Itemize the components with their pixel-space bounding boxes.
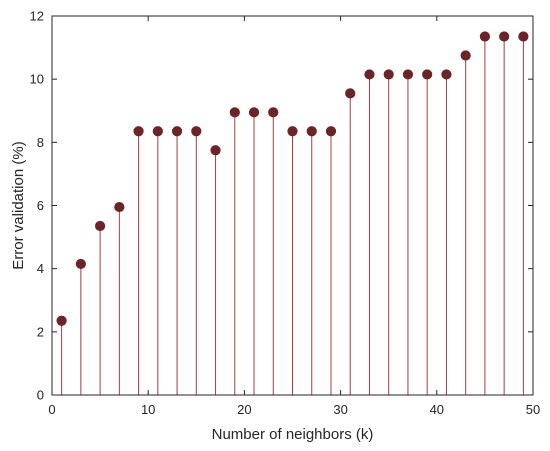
data-point	[287, 126, 298, 137]
data-markers	[56, 31, 529, 326]
y-tick-label: 4	[37, 261, 44, 276]
data-point	[325, 126, 337, 137]
y-tick-label: 2	[37, 324, 44, 339]
data-point	[518, 31, 529, 42]
x-tick-label: 10	[141, 402, 155, 417]
data-point	[56, 315, 67, 326]
data-point	[441, 69, 452, 80]
data-point	[383, 69, 394, 80]
data-point	[306, 126, 317, 137]
data-point	[229, 107, 240, 118]
data-point	[95, 220, 106, 232]
x-tick-label: 40	[430, 402, 444, 417]
y-tick-label: 6	[37, 198, 44, 213]
x-tick-label: 30	[333, 402, 347, 417]
y-axis-ticks: 0 2 4 6 8 10 12	[30, 9, 533, 403]
data-point	[422, 69, 433, 80]
data-point	[460, 50, 471, 61]
data-point	[248, 107, 260, 118]
data-point	[479, 31, 490, 42]
data-point	[152, 126, 163, 137]
x-axis-label: Number of neighbors (k)	[212, 426, 374, 443]
x-axis-ticks: 0 10 20 30 40 50	[48, 16, 540, 417]
data-point	[133, 126, 144, 137]
data-point	[75, 258, 86, 270]
x-tick-label: 50	[526, 402, 540, 417]
data-point	[210, 145, 221, 156]
data-point	[268, 107, 279, 118]
y-tick-label: 10	[30, 72, 44, 87]
y-axis-label: Error validation (%)	[10, 141, 27, 269]
data-point	[114, 201, 125, 213]
stem-lines	[61, 36, 524, 395]
y-tick-label: 8	[37, 135, 44, 150]
data-point	[191, 126, 202, 137]
data-point	[345, 88, 356, 99]
data-point	[364, 69, 375, 80]
x-tick-label: 0	[48, 402, 55, 417]
data-point	[171, 126, 183, 137]
y-tick-label: 12	[30, 9, 44, 24]
x-tick-label: 20	[237, 402, 251, 417]
data-point	[499, 31, 510, 42]
y-tick-label: 0	[37, 388, 44, 403]
data-point	[402, 69, 414, 80]
